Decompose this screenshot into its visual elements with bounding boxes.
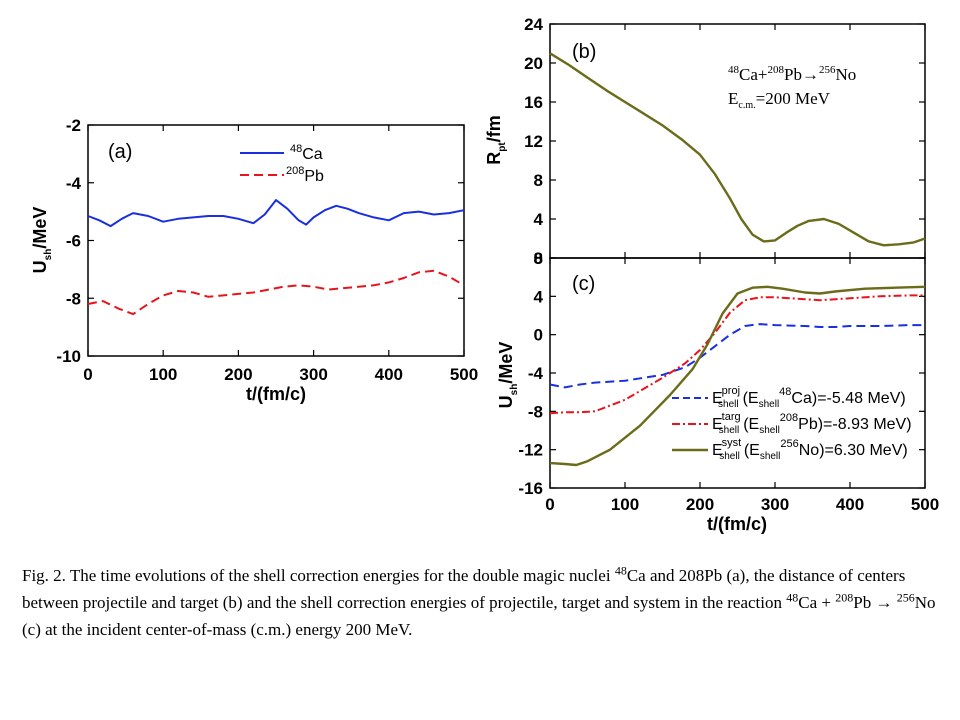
legend-label-syst: Esyst shell (Eshell256No)=6.30 MeV) [712, 437, 908, 462]
panel-b-reaction: 48Ca+208Pb→256No [728, 64, 856, 84]
caption-sup-1: 48 [614, 563, 627, 578]
panel-a-ylabel-main: U [30, 260, 50, 273]
panel-b-ticks: 0 4 8 12 16 20 24 [524, 15, 926, 268]
panel-c-ticks: 0 100 200 300 400 500 -16 -12 -8 -4 0 4 8 [518, 249, 939, 514]
x-tick-label: 400 [836, 495, 864, 514]
caption-text-4: Pb → [853, 593, 897, 612]
y-tick-label: -12 [518, 441, 543, 460]
panel-b-ylabel: Rpt/fm [484, 115, 508, 164]
y-tick-label: 16 [524, 93, 543, 112]
series-line-1 [549, 294, 925, 415]
panel-a-ylabel: Ush/MeV [30, 207, 54, 274]
x-tick-label: 500 [450, 365, 478, 384]
y-tick-label: 24 [524, 15, 543, 34]
y-tick-label: -8 [528, 402, 543, 421]
caption-text-1: Fig. 2. The time evolutions of the shell… [22, 566, 615, 585]
caption-text-3: Ca + [798, 593, 836, 612]
y-tick-label: -8 [66, 289, 81, 308]
panel-a-ticks: 0 100 200 300 400 500 -2 -4 -6 -8 -10 [56, 116, 478, 384]
legend-label-proj: Eproj shell (Eshell48Ca)=-5.48 MeV) [712, 385, 906, 410]
panel-c-legend: Eproj shell (Eshell48Ca)=-5.48 MeV) Etarg s… [672, 385, 912, 462]
caption-text-5: No (c) at the incident center-of-mass (c… [22, 593, 936, 639]
x-tick-label: 500 [911, 495, 939, 514]
x-tick-label: 200 [686, 495, 714, 514]
figure: 0 100 200 300 400 500-2-4-6-8-10 (a) t/(fm/c)… [30, 15, 939, 534]
panel-c-ylabel: Ush/MeV [496, 342, 520, 409]
x-tick-label: 0 [83, 365, 92, 384]
y-tick-label: 0 [534, 326, 543, 345]
y-tick-label: 8 [534, 249, 543, 268]
caption-sup-3: 208 [835, 590, 854, 605]
y-tick-label: 4 [534, 287, 544, 306]
y-tick-label: 0 [534, 249, 543, 268]
y-tick-label: -2 [66, 116, 81, 135]
legend-label-targ: Etarg shell (Eshell208Pb)=-8.93 MeV) [712, 411, 912, 436]
panel-c-series [549, 285, 926, 467]
caption-sup-2: 48 [786, 590, 799, 605]
panel-c: 0 100 200 300 400 500 -16 -12 -8 -4 0 4 8 (c) t/(fm/… [496, 249, 939, 534]
y-tick-label: -4 [66, 174, 82, 193]
panel-a-series [87, 199, 465, 316]
panel-b-label: (b) [572, 41, 596, 63]
x-tick-label: 400 [375, 365, 403, 384]
y-tick-label: -16 [518, 479, 543, 498]
x-tick-label: 300 [761, 495, 789, 514]
x-tick-label: 200 [224, 365, 252, 384]
panel-a: 0 100 200 300 400 500 -2 -4 -6 -8 -10 (a) t/(fm/c)… [30, 116, 478, 404]
x-tick-label: 300 [299, 365, 327, 384]
y-tick-label: -4 [528, 364, 544, 383]
panel-b-series [549, 52, 926, 247]
y-tick-label: 8 [534, 171, 543, 190]
y-tick-label: 20 [524, 54, 543, 73]
panel-b-energy: Ec.m.=200 MeV [728, 89, 831, 111]
panel-c-label: (c) [572, 273, 595, 295]
caption-sup-4: 256 [896, 590, 915, 605]
panel-a-legend: 48Ca 208Pb [240, 143, 324, 185]
panel-b-frame [549, 23, 926, 259]
legend-label-ca: 48Ca [290, 143, 323, 163]
panel-a-xlabel: t/(fm/c) [246, 384, 306, 404]
panel-a-ylabel-unit: /MeV [30, 207, 50, 249]
series-line-1 [87, 269, 465, 316]
y-tick-label: -10 [56, 347, 81, 366]
caption-text-2: Ca and 208Pb (a), the distance of center… [22, 566, 906, 612]
y-tick-label: 4 [534, 210, 544, 229]
panel-a-frame [87, 124, 465, 357]
y-tick-label: 12 [524, 132, 543, 151]
series-line-2 [549, 285, 926, 467]
x-tick-label: 100 [149, 365, 177, 384]
x-tick-label: 100 [611, 495, 639, 514]
figure-caption: Fig. 2. The time evolutions of the shell… [22, 562, 942, 643]
series-line-0 [87, 199, 465, 228]
panel-c-xlabel: t/(fm/c) [707, 514, 767, 534]
panel-a-ylabel-sub: sh [43, 249, 54, 261]
x-tick-label: 0 [545, 495, 554, 514]
series-line-0 [549, 323, 925, 389]
series-line-0 [549, 52, 926, 247]
y-tick-label: -6 [66, 232, 81, 251]
panel-a-label: (a) [108, 141, 132, 163]
legend-label-pb: 208Pb [286, 165, 324, 185]
